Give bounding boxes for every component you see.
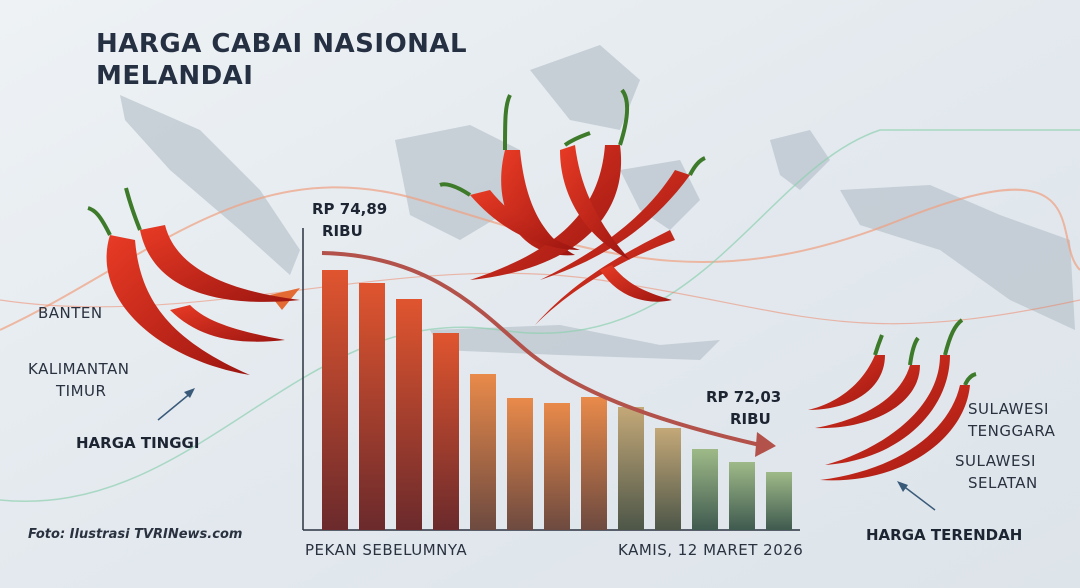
bar xyxy=(618,407,644,530)
price-start-unit: RIBU xyxy=(322,222,363,240)
axis-end: KAMIS, 12 MARET 2026 xyxy=(618,541,803,559)
glow-line xyxy=(0,272,1080,325)
bar xyxy=(359,283,385,530)
bar xyxy=(544,403,570,530)
bar xyxy=(322,270,348,530)
region: BANTEN xyxy=(38,304,103,322)
region: KALIMANTAN xyxy=(28,360,130,378)
bar xyxy=(729,462,755,530)
title-line: MELANDAI xyxy=(96,61,253,91)
bar xyxy=(433,333,459,530)
region: TENGGARA xyxy=(967,422,1056,440)
pointer-arrow xyxy=(901,484,936,511)
region: SULAWESI xyxy=(955,452,1036,470)
bar xyxy=(470,374,496,530)
bar xyxy=(507,398,533,530)
high-label: HARGA TINGGI xyxy=(76,434,199,452)
glow-line xyxy=(0,129,1080,503)
credit: Foto: Ilustrasi TVRINews.com xyxy=(28,527,242,542)
glow-line xyxy=(0,186,1080,331)
low-label: HARGA TERENDAH xyxy=(866,526,1022,544)
bars xyxy=(322,270,792,530)
region: SULAWESI xyxy=(968,400,1049,418)
axis-start: PEKAN SEBELUMNYA xyxy=(305,541,467,559)
price-end-amount: RP 72,03 xyxy=(706,388,781,406)
price-start-amount: RP 74,89 xyxy=(312,200,387,218)
bar xyxy=(396,299,422,530)
bar xyxy=(581,397,607,530)
title-line: HARGA CABAI NASIONAL xyxy=(96,29,467,59)
trend-arrow xyxy=(321,251,761,447)
price-end-unit: RIBU xyxy=(730,410,771,428)
arrow-head xyxy=(184,388,195,398)
bar xyxy=(692,449,718,530)
region: SELATAN xyxy=(968,474,1038,492)
region: TIMUR xyxy=(55,382,106,400)
arrow-head xyxy=(755,432,776,457)
pointer-arrow xyxy=(157,391,193,421)
bar xyxy=(655,428,681,530)
arrow-head xyxy=(897,481,908,492)
chili-illustration xyxy=(87,88,977,481)
bar xyxy=(766,472,792,530)
